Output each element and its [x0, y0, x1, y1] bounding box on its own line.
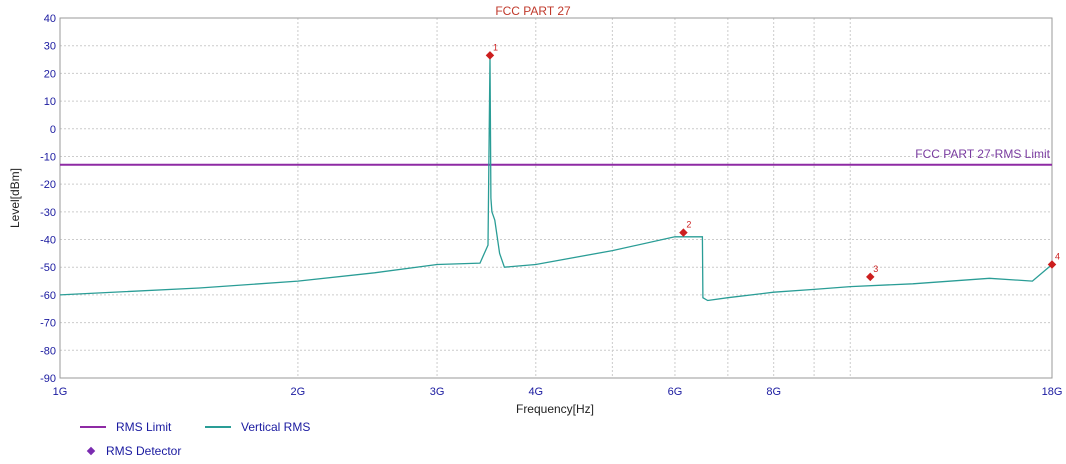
- y-tick-label: -10: [40, 151, 56, 163]
- marker-points: 1 2 3 4: [485, 42, 1060, 282]
- x-tick-label: 3G: [430, 386, 445, 398]
- legend-label-rms-limit: RMS Limit: [116, 420, 172, 434]
- grid: [60, 17, 1052, 379]
- x-tick-label: 2G: [291, 386, 306, 398]
- y-tick-label: -80: [40, 345, 56, 357]
- y-tick-label: -50: [40, 262, 56, 274]
- y-tick-label: 0: [50, 124, 56, 136]
- vertical-rms-trace: [59, 56, 1053, 302]
- y-tick-label: 20: [44, 68, 56, 80]
- marker-3-point: [866, 272, 875, 282]
- x-axis-ticks: 1G 2G 3G 4G 6G 8G 18G: [53, 386, 1063, 398]
- legend-label-rms-detector: RMS Detector: [106, 444, 182, 458]
- y-tick-label: -30: [40, 207, 56, 219]
- x-axis-label: Frequency[Hz]: [516, 402, 594, 416]
- diamond-icon: [86, 446, 96, 456]
- x-tick-label: 6G: [668, 386, 683, 398]
- y-tick-label: 10: [44, 96, 56, 108]
- y-tick-label: -60: [40, 290, 56, 302]
- legend-label-vertical-rms: Vertical RMS: [241, 420, 311, 434]
- legend-item-rms-detector: RMS Detector: [78, 444, 181, 458]
- vertical-rms-swatch: [205, 426, 231, 428]
- y-axis-label: Level[dBm]: [8, 168, 22, 228]
- x-tick-label: 8G: [766, 386, 781, 398]
- marker-2-label: 2: [686, 220, 691, 230]
- marker-2-point: [679, 228, 688, 237]
- y-tick-label: -90: [40, 373, 56, 385]
- legend-item-vertical-rms: Vertical RMS: [205, 420, 310, 434]
- plot-frame: [59, 17, 1053, 379]
- y-tick-label: 40: [44, 13, 56, 25]
- limit-line-label: FCC PART 27-RMS Limit: [915, 147, 1050, 161]
- y-axis-ticks: 40 30 20 10 0 -10 -20 -30 -40 -50 -60 -70 -80 -90: [40, 13, 56, 385]
- chart-title: FCC PART 27: [495, 4, 571, 18]
- legend-item-rms-limit: RMS Limit: [80, 420, 171, 434]
- marker-4-point: [1047, 260, 1057, 269]
- y-tick-label: -40: [40, 235, 56, 247]
- y-tick-label: -70: [40, 318, 56, 330]
- x-tick-label: 1G: [53, 386, 68, 398]
- x-tick-label: 4G: [528, 386, 543, 398]
- marker-1-point: [485, 51, 495, 60]
- rms-limit-swatch: [80, 426, 106, 428]
- marker-3-label: 3: [873, 264, 878, 274]
- y-tick-label: -20: [40, 179, 56, 191]
- x-tick-label: 18G: [1042, 386, 1063, 398]
- marker-1-label: 1: [493, 42, 498, 52]
- marker-4-label: 4: [1055, 251, 1060, 261]
- y-tick-label: 30: [44, 41, 56, 53]
